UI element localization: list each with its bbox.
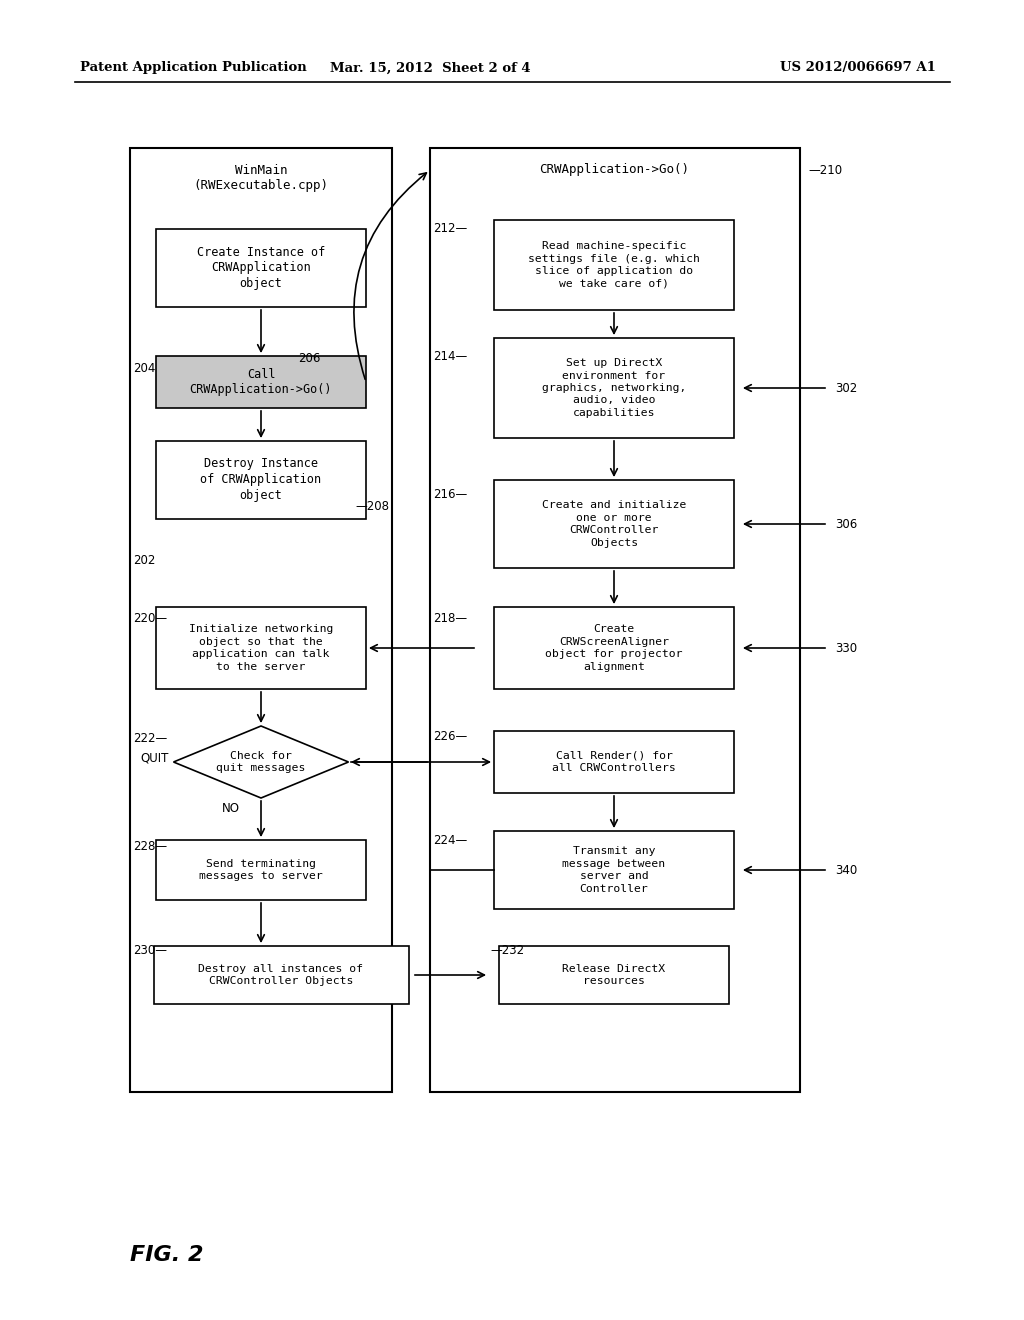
Text: Patent Application Publication: Patent Application Publication (80, 62, 307, 74)
Text: QUIT: QUIT (140, 751, 168, 764)
Text: Set up DirectX
environment for
graphics, networking,
audio, video
capabilities: Set up DirectX environment for graphics,… (542, 358, 686, 418)
Text: Send terminating
messages to server: Send terminating messages to server (199, 859, 323, 882)
Text: 340: 340 (835, 863, 857, 876)
Text: NO: NO (222, 801, 240, 814)
Bar (156, 840, 366, 900)
Text: —210: —210 (808, 164, 842, 177)
Bar (494, 832, 734, 909)
Text: —232: —232 (490, 944, 524, 957)
Bar (494, 731, 734, 793)
Bar (156, 228, 366, 308)
Text: Check for
quit messages: Check for quit messages (216, 751, 306, 774)
Text: 228—: 228— (133, 841, 167, 854)
Bar (156, 441, 366, 519)
Bar (494, 338, 734, 438)
Bar (156, 607, 366, 689)
Text: 214—: 214— (433, 351, 467, 363)
Text: 220—: 220— (133, 611, 167, 624)
Bar (154, 946, 409, 1005)
Text: 204: 204 (133, 362, 156, 375)
Text: Call
CRWApplication->Go(): Call CRWApplication->Go() (189, 367, 332, 396)
Text: Initialize networking
object so that the
application can talk
to the server: Initialize networking object so that the… (188, 624, 333, 672)
Text: FIG. 2: FIG. 2 (130, 1245, 204, 1265)
Polygon shape (173, 726, 348, 799)
Text: 216—: 216— (433, 488, 467, 502)
Text: CRWApplication->Go(): CRWApplication->Go() (539, 164, 689, 177)
Bar (494, 220, 734, 310)
Bar (499, 946, 729, 1005)
Text: Create Instance of
CRWApplication
object: Create Instance of CRWApplication object (197, 246, 326, 290)
Text: Transmit any
message between
server and
Controller: Transmit any message between server and … (562, 846, 666, 894)
FancyArrowPatch shape (354, 173, 426, 379)
Text: 330: 330 (835, 642, 857, 655)
Text: 306: 306 (835, 517, 857, 531)
Text: 226—: 226— (433, 730, 467, 743)
Text: 206: 206 (298, 351, 321, 364)
Text: 230—: 230— (133, 944, 167, 957)
Text: 218—: 218— (433, 611, 467, 624)
Text: WinMain
(RWExecutable.cpp): WinMain (RWExecutable.cpp) (194, 164, 329, 193)
Bar (494, 480, 734, 568)
Text: Destroy all instances of
CRWController Objects: Destroy all instances of CRWController O… (199, 964, 364, 986)
Text: Call Render() for
all CRWControllers: Call Render() for all CRWControllers (552, 751, 676, 774)
Bar (430, 148, 800, 1092)
Text: US 2012/0066697 A1: US 2012/0066697 A1 (780, 62, 936, 74)
Text: 202: 202 (133, 553, 156, 566)
Text: 212—: 212— (433, 222, 467, 235)
Text: —208: —208 (355, 499, 389, 512)
Text: 222—: 222— (133, 731, 167, 744)
Bar (156, 356, 366, 408)
Text: Release DirectX
resources: Release DirectX resources (562, 964, 666, 986)
Text: Read machine-specific
settings file (e.g. which
slice of application do
we take : Read machine-specific settings file (e.g… (528, 242, 700, 289)
Text: 302: 302 (835, 381, 857, 395)
Text: Mar. 15, 2012  Sheet 2 of 4: Mar. 15, 2012 Sheet 2 of 4 (330, 62, 530, 74)
Bar (130, 148, 392, 1092)
Text: 224—: 224— (433, 833, 467, 846)
Text: Create
CRWScreenAligner
object for projector
alignment: Create CRWScreenAligner object for proje… (545, 624, 683, 672)
Text: Destroy Instance
of CRWApplication
object: Destroy Instance of CRWApplication objec… (201, 458, 322, 503)
Bar (494, 607, 734, 689)
Text: Create and initialize
one or more
CRWController
Objects: Create and initialize one or more CRWCon… (542, 500, 686, 548)
